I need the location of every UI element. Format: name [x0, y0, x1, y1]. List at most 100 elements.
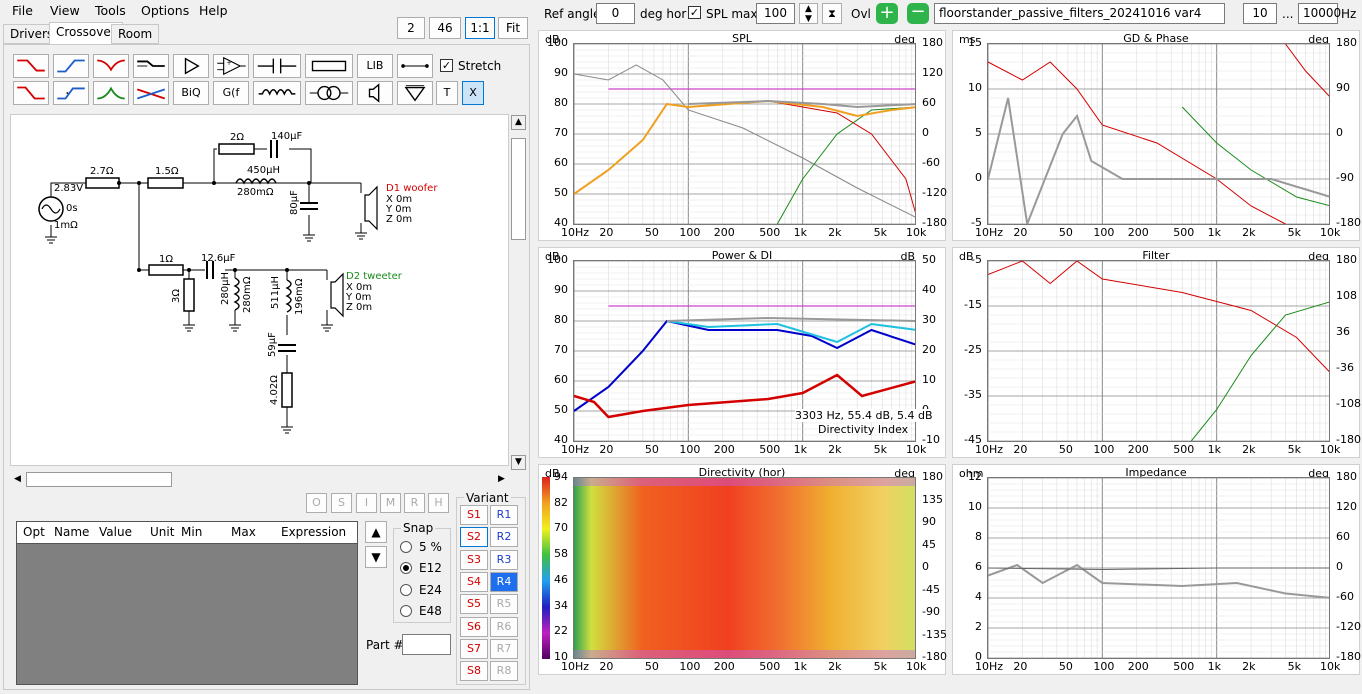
opt-o-button[interactable]: O [306, 493, 327, 513]
directivity-plot-area[interactable] [573, 477, 916, 659]
spl-plot-svg [574, 44, 915, 224]
power-plot-area[interactable] [573, 260, 916, 442]
variant-s5-button[interactable]: S5 [460, 594, 488, 615]
scroll-right-icon[interactable]: ▶ [498, 474, 505, 484]
variant-r6-button[interactable]: R6 [490, 616, 518, 637]
variant-r4-button[interactable]: R4 [490, 571, 518, 592]
opt-m-button[interactable]: M [380, 493, 401, 513]
variant-s6-button[interactable]: S6 [460, 616, 488, 637]
opt-h-button[interactable]: H [428, 493, 449, 513]
spl-max-input[interactable]: 100 [756, 3, 795, 24]
col-expression[interactable]: Expression [281, 525, 347, 539]
variant-s7-button[interactable]: S7 [460, 638, 488, 659]
horizontal-scroll-thumb[interactable] [26, 472, 172, 487]
col-min[interactable]: Min [181, 525, 203, 539]
directivity-x-tick: 50 [644, 660, 659, 673]
speaker-icon[interactable] [357, 81, 393, 105]
capacitor-icon[interactable] [253, 54, 301, 78]
scroll-left-icon[interactable]: ◀ [14, 474, 21, 484]
add-overlay-icon[interactable]: + [876, 3, 898, 24]
crossover-icon[interactable] [133, 81, 169, 105]
horizontal-scrollbar[interactable]: ◀ ▶ [10, 471, 510, 488]
variant-s4-button[interactable]: S4 [460, 571, 488, 592]
tab-drivers[interactable]: Drivers [3, 24, 61, 44]
variant-s3-button[interactable]: S3 [460, 549, 488, 570]
inductor-icon[interactable] [253, 81, 301, 105]
opt-i-button[interactable]: I [356, 493, 377, 513]
col-unit[interactable]: Unit [150, 525, 175, 539]
scroll-down-icon[interactable]: ▼ [511, 455, 526, 470]
move-up-icon[interactable]: ▲ [365, 521, 387, 543]
highpass-1st-icon[interactable] [53, 81, 89, 105]
stretch-checkbox[interactable]: ✓ [440, 59, 453, 72]
gd-plot-area[interactable] [987, 43, 1330, 225]
menu-help[interactable]: Help [199, 3, 228, 18]
lowpass-icon[interactable] [13, 54, 49, 78]
shelf-icon[interactable] [133, 54, 169, 78]
freq-low-input[interactable]: 10 [1243, 3, 1277, 24]
impedance-plot-area[interactable] [987, 477, 1330, 659]
filter-plot-area[interactable] [987, 260, 1330, 442]
spl-max-checkbox[interactable]: ✓ [688, 6, 701, 19]
schematic-canvas[interactable]: 2.83V 0s 1mΩ 2.7Ω 1.5Ω 2Ω 140µF 450µH 28… [10, 114, 509, 466]
variant-r1-button[interactable]: R1 [490, 505, 518, 525]
col-opt[interactable]: Opt [23, 525, 45, 539]
variant-r2-button[interactable]: R2 [490, 527, 518, 548]
col-max[interactable]: Max [231, 525, 256, 539]
spl-plot-area[interactable] [573, 43, 916, 225]
spl-fit-icon[interactable]: ⧗ [822, 3, 842, 24]
variant-r5-button[interactable]: R5 [490, 594, 518, 615]
wire-icon[interactable] [397, 54, 433, 78]
zoom-2-button[interactable]: 2 [397, 17, 425, 39]
fit-button[interactable]: Fit [498, 17, 528, 39]
move-down-icon[interactable]: ▼ [365, 546, 387, 568]
impedance-left-tick: 4 [975, 590, 982, 603]
optimizer-table[interactable]: Opt Name Value Unit Min Max Expression [16, 521, 358, 685]
opamp-icon[interactable]: + [213, 54, 249, 78]
variant-r7-button[interactable]: R7 [490, 638, 518, 659]
scroll-up-icon[interactable]: ▲ [511, 115, 526, 130]
bandpass-icon[interactable] [93, 81, 129, 105]
menu-tools[interactable]: Tools [95, 3, 126, 18]
remove-overlay-icon[interactable]: − [907, 3, 929, 24]
col-name[interactable]: Name [54, 525, 90, 539]
vertical-scrollbar[interactable]: ▲ ▼ [510, 114, 527, 470]
freq-high-input[interactable]: 10000 [1298, 3, 1341, 24]
buffer-icon[interactable] [173, 54, 209, 78]
snap-5pct-radio[interactable] [400, 541, 412, 553]
snap-e48-radio[interactable] [400, 605, 412, 617]
menu-options[interactable]: Options [141, 3, 190, 18]
snap-e12-radio[interactable] [400, 562, 412, 574]
zoom-1to1-button[interactable]: 1:1 [465, 17, 495, 39]
tab-room[interactable]: Room [111, 24, 160, 44]
menu-file[interactable]: File [12, 3, 33, 18]
resistor-icon[interactable] [305, 54, 353, 78]
variant-s8-button[interactable]: S8 [460, 661, 488, 682]
biquad-button[interactable]: BiQ [173, 81, 209, 105]
part-number-input[interactable] [402, 634, 451, 655]
ground-icon[interactable] [397, 81, 433, 105]
snap-e24-radio[interactable] [400, 584, 412, 596]
vertical-scroll-thumb[interactable] [511, 138, 526, 240]
delete-tool-button[interactable]: X [462, 81, 484, 105]
col-value[interactable]: Value [99, 525, 132, 539]
bandstop-icon[interactable] [93, 54, 129, 78]
opt-s-button[interactable]: S [331, 493, 352, 513]
project-filename-input[interactable]: floorstander_passive_filters_20241016 va… [934, 3, 1225, 24]
zoom-46-button[interactable]: 46 [429, 17, 461, 39]
transformer-icon[interactable] [305, 81, 353, 105]
tab-crossover[interactable]: Crossover [49, 22, 123, 44]
lib-button[interactable]: LIB [357, 54, 393, 78]
lowpass-1st-icon[interactable] [13, 81, 49, 105]
opt-r-button[interactable]: R [404, 493, 425, 513]
text-tool-button[interactable]: T [436, 81, 458, 105]
menu-view[interactable]: View [50, 3, 80, 18]
variant-r3-button[interactable]: R3 [490, 549, 518, 570]
variant-s1-button[interactable]: S1 [460, 505, 488, 525]
highpass-icon[interactable] [53, 54, 89, 78]
ref-angle-input[interactable]: 0 [596, 3, 635, 24]
variant-r8-button[interactable]: R8 [490, 661, 518, 682]
transfer-function-button[interactable]: G(f [213, 81, 249, 105]
spl-spin-icon[interactable]: ▲ ▼ [799, 3, 818, 24]
variant-s2-button[interactable]: S2 [460, 527, 488, 548]
